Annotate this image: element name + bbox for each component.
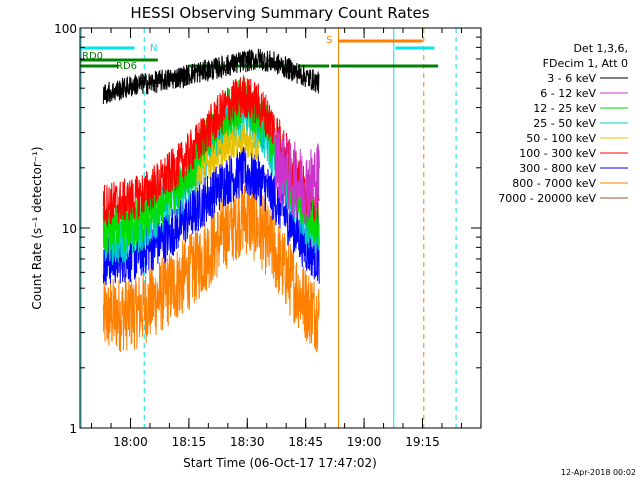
x-tick-label: 19:15	[405, 435, 440, 449]
x-tick-label: 18:15	[172, 435, 207, 449]
chart-title: HESSI Observing Summary Count Rates	[130, 4, 429, 22]
flag-label-s: S	[326, 35, 332, 46]
x-tick-label: 18:00	[113, 435, 148, 449]
y-tick-label: 1	[69, 422, 77, 436]
legend-label-800-7000-kev: 800 - 7000 keV	[512, 177, 596, 190]
flag-label-rd0: RD0	[82, 51, 103, 62]
legend-label-50-100-kev: 50 - 100 keV	[526, 132, 596, 145]
x-axis: 18:00 18:15 18:30 18:45 19:00 19:15	[91, 28, 482, 449]
plot-area: RD0 RD6 N S	[80, 28, 457, 428]
series-line-300-800-kev	[102, 146, 320, 286]
x-tick-label: 19:00	[347, 435, 382, 449]
legend: Det 1,3,6, FDecim 1, Att 0 3 - 6 keV 6 - 12…	[498, 42, 628, 205]
y-tick-label: 100	[54, 22, 77, 36]
legend-label-12-25-kev: 12 - 25 keV	[533, 102, 596, 115]
series-line-800-7000-kev	[102, 180, 320, 353]
y-axis: 1 10 100	[54, 22, 481, 436]
x-tick-label: 18:45	[288, 435, 323, 449]
flag-label-n: N	[150, 43, 157, 54]
flag-label-rd6: RD6	[116, 61, 137, 72]
legend-label-25-50-kev: 25 - 50 keV	[533, 117, 596, 130]
legend-label-6-12-kev: 6 - 12 keV	[540, 87, 596, 100]
series-line-50-100-kev	[196, 122, 260, 191]
x-axis-title: Start Time (06-Oct-17 17:47:02)	[183, 456, 377, 470]
render-timestamp: 12-Apr-2018 00:02	[561, 468, 636, 477]
series-line-3-6-kev	[102, 48, 320, 104]
legend-header-line: Det 1,3,6,	[573, 42, 628, 55]
legend-header-line: FDecim 1, Att 0	[543, 57, 628, 70]
y-tick-label: 10	[62, 222, 77, 236]
legend-label-3-6-kev: 3 - 6 keV	[547, 72, 596, 85]
legend-label-300-800-kev: 300 - 800 keV	[519, 162, 596, 175]
series-line-6-12-kev	[274, 128, 320, 226]
legend-label-7000-20000-kev: 7000 - 20000 keV	[498, 192, 596, 205]
x-tick-label: 18:30	[230, 435, 265, 449]
y-axis-title: Count Rate (s⁻¹ detector⁻¹)	[30, 146, 44, 309]
legend-label-100-300-kev: 100 - 300 keV	[519, 147, 596, 160]
